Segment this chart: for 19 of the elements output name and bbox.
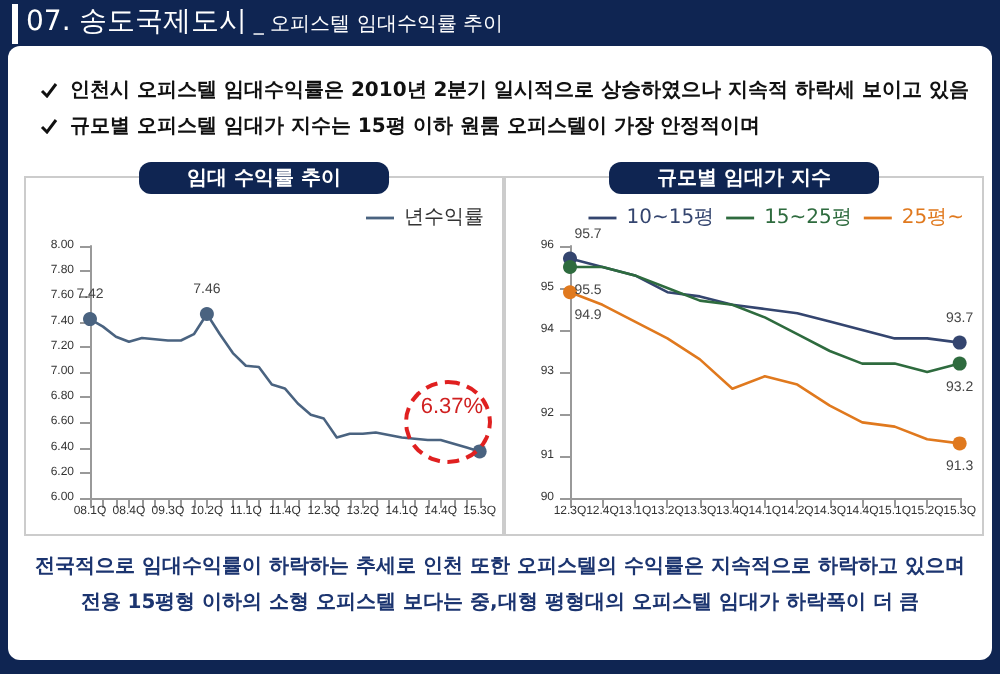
legend-label: 10~15평: [626, 207, 715, 229]
legend-label: 15~25평: [764, 207, 852, 229]
text: 전국적으로 임대수익률이 하락하는 추세로 인천 또한 오피스텔의 수익률은 지속적으로 하락하고 있으며: [33, 554, 967, 580]
legend-label: 25평~: [901, 207, 965, 229]
point: [199, 307, 214, 322]
point: [563, 285, 577, 300]
chart-title: 임대 수익률 추이: [139, 162, 389, 194]
point: [83, 312, 97, 327]
data-label: 6.37%: [420, 395, 484, 420]
point: [563, 260, 577, 274]
point: [952, 356, 967, 371]
text: 07. 송도국제도시 _ 오피스텔 임대수익률 추이: [12, 4, 503, 44]
text: 전용 15평형 이하의 소형 오피스텔 보다는 중,대형 평형대의 오피스텔 임대가 하락폭이 더 큼: [78, 590, 922, 616]
text: 인천시 오피스텔 임대수익률은 2010년 2분기 일시적으로 상승하였으나 지속적 하락세 보이고 있음: [70, 80, 970, 102]
legend-label: 년수익률: [404, 207, 484, 229]
point: [952, 335, 967, 350]
point: [952, 436, 967, 451]
text: 규모별 오피스텔 임대가 지수는 15평 이하 원룸 오피스텔이 가장 안정적이며: [70, 116, 761, 138]
chart-title: 규모별 임대가 지수: [609, 162, 879, 194]
